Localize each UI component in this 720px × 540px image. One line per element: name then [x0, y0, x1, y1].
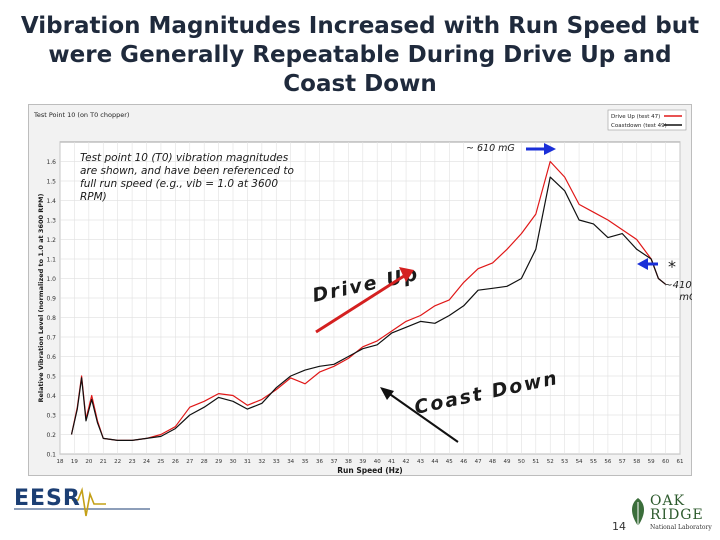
x-tick-label: 19 — [71, 459, 78, 465]
vibration-chart: 0.1 0.2 0.3 0.4 0.5 0.6 0.7 0.8 0.9 1.0 1.1 1.2 1.3 1… — [28, 104, 692, 476]
oak-ridge-line-2: RIDGE — [650, 507, 704, 523]
end-label-line-2: mG — [679, 292, 692, 303]
slide-title-line-2: were Generally Repeatable During Drive U… — [48, 42, 672, 68]
page-number: 14 — [612, 520, 626, 533]
peak-label: ~ 610 mG — [466, 143, 515, 154]
slide-title-line-3: Coast Down — [283, 71, 437, 97]
coast-down-arrow-shaft — [383, 389, 459, 443]
eesr-logo-text: EESR — [14, 486, 81, 511]
y-axis-label: Relative Vibration Level (normalized to … — [37, 193, 45, 402]
y-tick-label: 1.2 — [46, 237, 56, 244]
y-tick-label: 1.0 — [46, 276, 56, 283]
x-tick-label: 20 — [85, 459, 92, 465]
x-tick-label: 57 — [619, 459, 626, 465]
y-tick-label: 0.2 — [46, 432, 56, 439]
x-tick-label: 23 — [129, 459, 136, 465]
y-tick-label: 1.3 — [46, 218, 56, 225]
note-text-line: full run speed (e.g., vib = 1.0 at 3600 — [80, 178, 278, 190]
x-tick-label: 50 — [518, 459, 525, 465]
y-tick-label: 1.1 — [46, 257, 56, 264]
plot-panel: 0.1 0.2 0.3 0.4 0.5 0.6 0.7 0.8 0.9 1.0 1.1 1.2 1.3 1… — [28, 104, 692, 476]
y-tick-label: 0.5 — [46, 374, 56, 381]
y-tick-label: 1.5 — [46, 179, 56, 186]
y-tick-label: 0.8 — [46, 315, 56, 322]
x-tick-label: 55 — [590, 459, 597, 465]
drive-up-arrow-head — [399, 267, 414, 282]
end-arrow-head — [637, 258, 648, 270]
x-tick-label: 24 — [143, 459, 150, 465]
x-tick-label: 59 — [648, 459, 655, 465]
y-tick-label: 0.9 — [46, 296, 56, 303]
x-tick-label: 54 — [576, 459, 583, 465]
x-tick-label: 32 — [258, 459, 265, 465]
x-tick-label: 44 — [431, 459, 438, 465]
y-tick-label: 1.4 — [46, 198, 56, 205]
x-tick-label: 30 — [230, 459, 237, 465]
x-tick-label: 49 — [503, 459, 510, 465]
note-text-line: are shown, and have been referenced to — [80, 165, 294, 177]
x-tick-label: 42 — [403, 459, 410, 465]
x-tick-label: 27 — [186, 459, 193, 465]
y-tick-label: 0.1 — [46, 452, 56, 459]
x-tick-label: 33 — [273, 459, 280, 465]
oak-ridge-wordmark: OAK RIDGE — [650, 494, 704, 522]
x-tick-label: 38 — [345, 459, 352, 465]
x-tick-label: 34 — [287, 459, 294, 465]
x-tick-label: 60 — [662, 459, 669, 465]
x-tick-label: 39 — [359, 459, 366, 465]
x-tick-label: 22 — [114, 459, 121, 465]
x-tick-label: 26 — [172, 459, 179, 465]
x-tick-label: 52 — [547, 459, 554, 465]
x-tick-label: 21 — [100, 459, 107, 465]
x-tick-label: 48 — [489, 459, 496, 465]
x-tick-label: 61 — [677, 459, 684, 465]
coastdown-series-line — [70, 176, 666, 441]
x-tick-label: 18 — [57, 459, 64, 465]
y-tick-label: 0.6 — [46, 354, 56, 361]
x-tick-label: 51 — [532, 459, 539, 465]
x-tick-label: 56 — [604, 459, 611, 465]
x-axis-label: Run Speed (Hz) — [337, 466, 403, 475]
x-tick-label: 46 — [460, 459, 467, 465]
x-tick-label: 53 — [561, 459, 568, 465]
x-tick-label: 29 — [215, 459, 222, 465]
oak-ridge-subtitle: National Laboratory — [650, 524, 712, 531]
drive-up-arrow-shaft — [315, 274, 405, 334]
x-tick-label: 58 — [633, 459, 640, 465]
chart-title: Test Point 10 (on T0 chopper) — [33, 111, 129, 119]
x-tick-label: 25 — [157, 459, 164, 465]
x-tick-label: 36 — [316, 459, 323, 465]
slide-title: Vibration Magnitudes Increased with Run … — [0, 12, 720, 99]
oak-ridge-logo: OAK RIDGE National Laboratory — [628, 492, 718, 536]
coast-down-arrow-head — [380, 387, 394, 400]
note-text-line: Test point 10 (T0) vibration magnitudes — [80, 152, 289, 164]
y-tick-label: 1.6 — [46, 159, 56, 166]
x-tick-label: 31 — [244, 459, 251, 465]
note-text-line: RPM) — [80, 191, 107, 203]
end-label-line-1: ~410 — [664, 280, 691, 291]
peak-arrow-head — [544, 143, 556, 155]
legend-entry-label: Drive Up (test 47) — [611, 114, 660, 120]
legend-entry-label: Coastdown (test 49) — [611, 123, 667, 129]
slide-title-line-1: Vibration Magnitudes Increased with Run … — [20, 13, 700, 39]
x-tick-label: 45 — [446, 459, 453, 465]
y-tick-label: 0.4 — [46, 393, 56, 400]
end-asterisk: * — [668, 257, 676, 276]
x-tick-label: 47 — [475, 459, 482, 465]
oak-leaf-icon — [632, 498, 644, 530]
eesr-logo-graphic — [14, 486, 150, 517]
x-tick-label: 35 — [302, 459, 309, 465]
eesr-logo: EESR — [10, 482, 160, 536]
y-tick-label: 0.3 — [46, 413, 56, 420]
x-tick-label: 40 — [374, 459, 381, 465]
y-tick-label: 0.7 — [46, 335, 56, 342]
x-tick-label: 43 — [417, 459, 424, 465]
x-tick-label: 28 — [201, 459, 208, 465]
x-tick-label: 41 — [388, 459, 395, 465]
oak-ridge-line-1: OAK — [650, 493, 686, 509]
x-tick-label: 37 — [330, 459, 337, 465]
note-text: Test point 10 (T0) vibration magnitudes a… — [80, 152, 294, 203]
